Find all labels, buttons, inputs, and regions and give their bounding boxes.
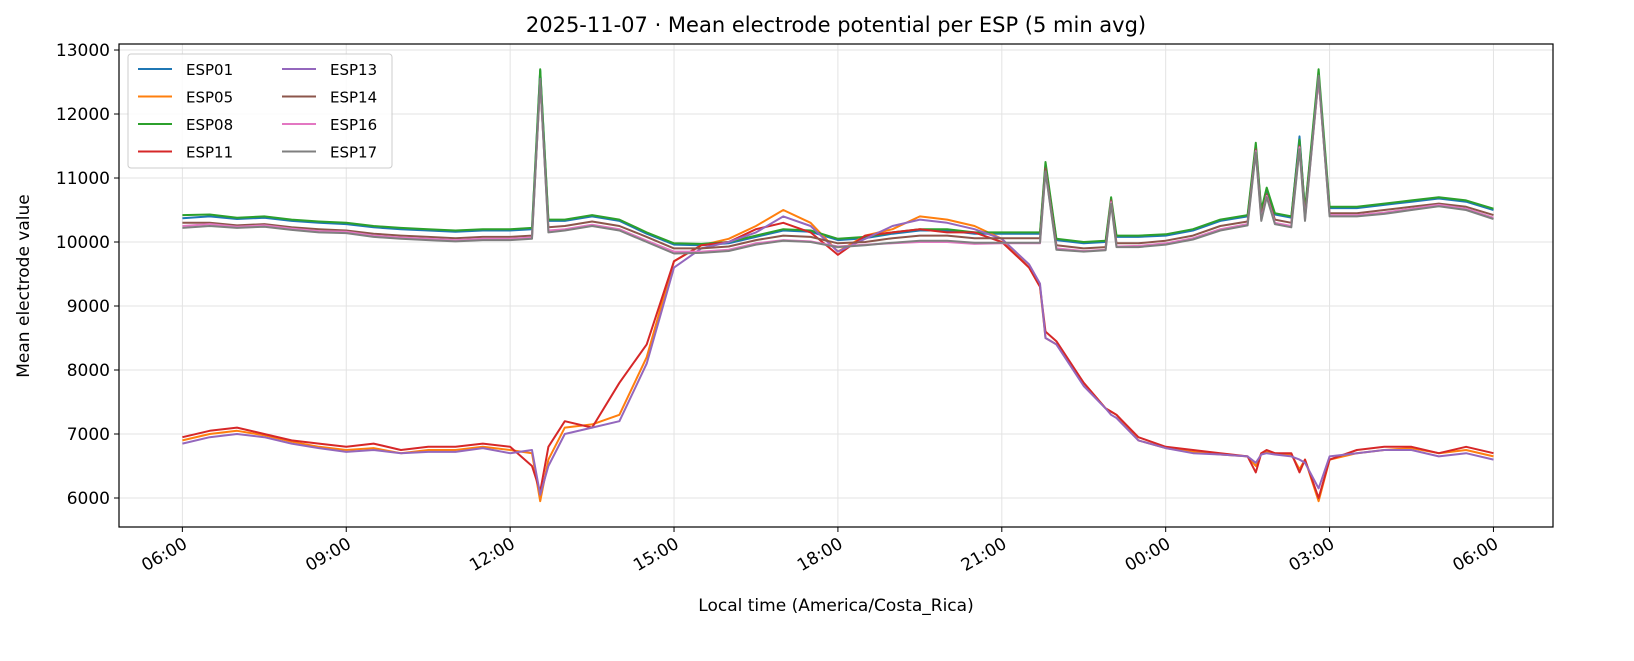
y-tick-label: 10000: [56, 233, 110, 253]
y-tick-label: 8000: [67, 361, 110, 381]
y-tick-label: 13000: [56, 41, 110, 61]
y-tick-label: 12000: [56, 105, 110, 125]
plot-frame: [118, 43, 1554, 528]
legend-label: ESP17: [330, 144, 377, 162]
legend-label: ESP01: [186, 61, 233, 79]
legend-label: ESP13: [330, 61, 377, 79]
legend-label: ESP11: [186, 144, 233, 162]
chart-title: 2025-11-07 · Mean electrode potential pe…: [526, 13, 1146, 37]
y-tick-label: 9000: [67, 297, 110, 317]
legend-label: ESP14: [330, 89, 377, 107]
legend-label: ESP08: [186, 116, 233, 134]
series-line: [182, 221, 1494, 499]
y-tick-label: 11000: [56, 169, 110, 189]
x-axis-label: Local time (America/Costa_Rica): [698, 596, 973, 616]
y-tick-label: 6000: [67, 489, 110, 509]
legend-label: ESP05: [186, 89, 233, 107]
y-tick-label: 7000: [67, 425, 110, 445]
y-axis-label: Mean electrode value: [14, 194, 34, 377]
series-line: [182, 215, 1494, 496]
legend-label: ESP16: [330, 116, 377, 134]
lines: [182, 68, 1494, 503]
legend: ESP01 ESP05 ESP08 ESP11 ESP13 ESP14 ESP16 ESP17: [127, 53, 393, 169]
legend-box: [127, 53, 393, 169]
series-line: [182, 74, 1494, 255]
